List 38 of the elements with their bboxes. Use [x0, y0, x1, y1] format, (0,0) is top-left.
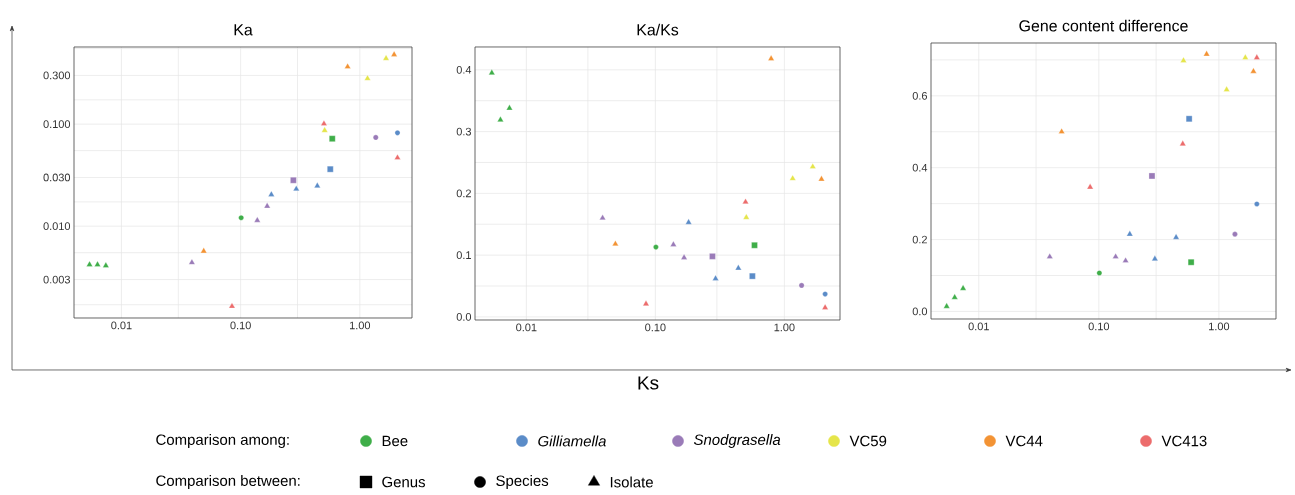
legend-title: Comparison among:: [156, 434, 289, 448]
x-tick-label: 1.00: [349, 321, 371, 330]
legend-label: VC59: [849, 435, 887, 447]
y-tick-label: 0.030: [43, 173, 71, 182]
legend-label: VC413: [1161, 435, 1207, 447]
x-tick-label: 0.01: [111, 321, 132, 330]
legend-title: Comparison between:: [156, 475, 300, 489]
legend-label: VC44: [1005, 435, 1043, 447]
legend-label: Isolate: [610, 476, 653, 488]
x-tick-label: 1.00: [774, 323, 795, 332]
legend-label: Gilliamella: [538, 435, 606, 447]
x-tick-label: 0.10: [645, 323, 666, 332]
y-tick-label: 0.003: [43, 275, 70, 284]
legend-label: Genus: [382, 476, 425, 488]
x-tick-label: 0.01: [968, 322, 989, 331]
legend-label: Snodgrasella: [693, 434, 781, 448]
x-tick-label: 0.10: [1088, 322, 1110, 331]
y-tick-label: 0.4: [456, 65, 472, 74]
chart-title: Ka/Ks: [637, 23, 679, 36]
y-tick-label: 0.2: [912, 235, 927, 244]
legend-label: Species: [496, 475, 549, 489]
y-tick-label: 0.300: [43, 71, 71, 80]
y-tick-label: 0.1: [456, 251, 471, 260]
x-tick-label: 0.10: [230, 321, 251, 330]
y-tick-label: 0.100: [43, 120, 71, 129]
x-axis-title: Ks: [638, 376, 659, 390]
chart-title: Ka: [234, 24, 253, 36]
legend-label: Bee: [382, 435, 408, 447]
y-tick-label: 0.4: [912, 163, 928, 172]
y-tick-label: 0.0: [456, 313, 472, 321]
y-tick-label: 0.0: [912, 307, 928, 316]
y-tick-label: 0.6: [912, 91, 927, 100]
chart-title: Gene content difference: [1019, 19, 1188, 32]
y-tick-label: 0.3: [456, 127, 471, 136]
y-tick-label: 0.2: [456, 189, 471, 198]
x-tick-label: 1.00: [1209, 322, 1230, 331]
x-tick-label: 0.01: [516, 323, 537, 332]
y-tick-label: 0.010: [43, 222, 71, 231]
